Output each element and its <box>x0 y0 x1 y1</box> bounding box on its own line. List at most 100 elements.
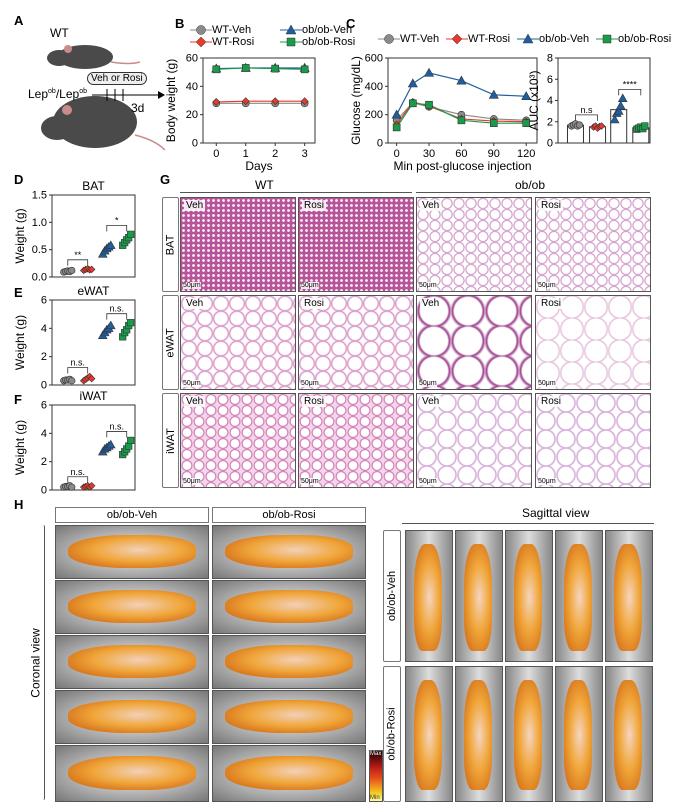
sagittal-row-obob-veh: ob/ob-Veh <box>383 530 401 662</box>
treatment-label: Rosi <box>302 298 327 309</box>
legend-entry: WT-Rosi <box>445 33 517 45</box>
data-point <box>87 265 96 274</box>
data-point <box>641 122 649 130</box>
divider <box>416 192 650 193</box>
data-point <box>609 114 620 124</box>
y-tick-label: 0.0 <box>32 272 47 284</box>
significance-label: **** <box>623 79 638 89</box>
sagittal-image <box>555 666 603 802</box>
histology-image: Veh 50μm <box>416 197 532 292</box>
square-marker-icon <box>280 37 302 47</box>
significance-label: n.s <box>581 105 594 115</box>
scale-bar-label: 50μm <box>419 478 437 485</box>
data-point <box>613 106 624 115</box>
scale-bar-label: 50μm <box>301 282 319 289</box>
legend-entry: ob/ob-Veh <box>516 33 596 45</box>
data-point <box>392 123 401 132</box>
wt-mouse-icon <box>47 45 141 69</box>
data-point <box>615 100 626 110</box>
legend-b: WT-Veh ob/ob-Veh WT-Rosi ob/ob-Rosi <box>190 24 370 48</box>
significance-label: n.s. <box>70 467 85 477</box>
treatment-label: Veh <box>184 298 206 309</box>
sagittal-image <box>405 530 453 662</box>
data-point <box>241 64 250 72</box>
histology-image: Veh 50μm <box>416 295 532 390</box>
data-point <box>457 116 466 125</box>
legend-entry: ob/ob-Rosi <box>595 33 678 45</box>
data-point <box>127 319 135 327</box>
significance-bracket <box>618 88 642 96</box>
x-tick-label: 30 <box>423 148 435 160</box>
data-point <box>300 97 309 106</box>
square-marker-icon <box>595 34 618 44</box>
legend-entry: ob/ob-Veh <box>280 24 370 36</box>
data-point <box>521 91 532 101</box>
diamond-marker-icon <box>445 33 468 45</box>
header-obob-rosi: ob/ob-Rosi <box>212 507 366 523</box>
legend-entry: WT-Veh <box>378 33 446 45</box>
y-axis-label: Glucose (mg/dL) <box>349 56 363 145</box>
y-tick-label: 6 <box>547 74 553 86</box>
x-tick-label: 1 <box>243 148 249 160</box>
panel-label-h: H <box>14 497 24 512</box>
y-tick-label: 2 <box>547 116 553 128</box>
scale-bar-label: 50μm <box>183 478 201 485</box>
scale-bar-label: 50μm <box>301 478 319 485</box>
y-tick-label: 0.5 <box>32 244 47 256</box>
histo-row-label: eWAT <box>162 295 179 390</box>
histo-row-label: iWAT <box>162 393 179 488</box>
histo-row-label: BAT <box>162 197 179 292</box>
scale-bar-label: 50μm <box>538 380 556 387</box>
triangle-marker-icon <box>516 33 539 44</box>
treatment-label: Veh <box>184 200 206 211</box>
y-tick-label: 400 <box>365 81 383 93</box>
panel-label-c: C <box>346 16 356 31</box>
treatment-label: Veh <box>420 200 442 211</box>
sagittal-view-label: Sagittal view <box>522 506 590 520</box>
panel-label-b: B <box>175 16 185 31</box>
histology-image: Rosi 50μm <box>535 197 651 292</box>
y-tick-label: 60 <box>186 53 198 65</box>
y-tick-label: 200 <box>365 109 383 121</box>
circle-marker-icon <box>378 34 400 44</box>
triangle-marker-icon <box>280 24 302 35</box>
ob-mouse-icon <box>41 96 166 151</box>
data-point <box>212 65 221 74</box>
coronal-image <box>212 690 366 744</box>
chart-title: iWAT <box>80 389 109 403</box>
significance-label: ** <box>74 250 82 260</box>
histo-group-wt: WT <box>255 178 274 192</box>
circle-marker-icon <box>190 25 212 35</box>
data-point <box>127 230 135 238</box>
wt-label: WT <box>50 26 69 40</box>
y-tick-label: 0 <box>377 138 383 150</box>
coronal-view-label: Coronal view <box>28 525 45 800</box>
treatment-label: Rosi <box>539 298 564 309</box>
x-tick-label: 120 <box>517 148 535 160</box>
colorbar-max-label: Max <box>370 751 382 757</box>
data-point <box>424 67 435 77</box>
coronal-image <box>212 580 366 634</box>
series-line <box>396 72 527 115</box>
treatment-label: Rosi <box>539 200 564 211</box>
coronal-image <box>212 745 366 802</box>
coronal-image <box>55 745 209 802</box>
y-tick-label: 1.0 <box>32 217 47 229</box>
significance-bracket <box>67 367 89 374</box>
histology-image: Rosi 50μm <box>298 295 414 390</box>
divider <box>402 523 654 524</box>
panel-label-g: G <box>160 172 171 187</box>
y-tick-label: 4 <box>41 428 47 440</box>
treatment-label: Veh <box>420 396 442 407</box>
data-point <box>271 97 280 106</box>
significance-bracket <box>106 431 128 438</box>
data-point <box>241 97 250 106</box>
x-tick-label: 0 <box>213 148 219 160</box>
y-axis-label: Body weight (g) <box>164 59 178 142</box>
data-point <box>87 482 96 490</box>
x-tick-label: 60 <box>455 148 467 160</box>
coronal-image <box>212 525 366 579</box>
significance-bracket <box>106 224 128 232</box>
y-axis-label: Weight (g) <box>13 208 27 263</box>
x-tick-label: 90 <box>488 148 500 160</box>
